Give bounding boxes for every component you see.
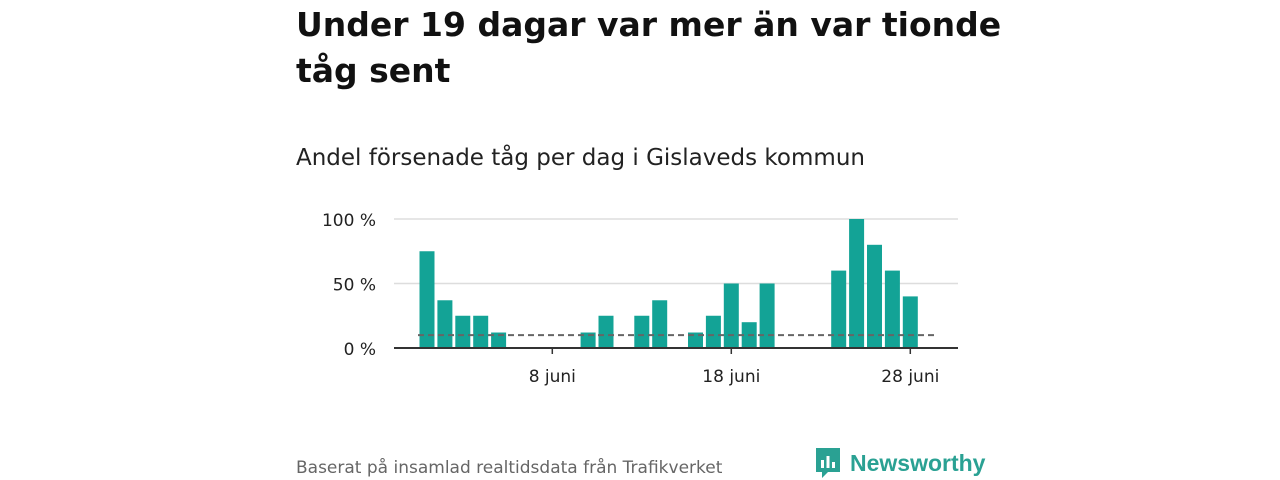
brand-name: Newsworthy (850, 449, 986, 476)
bar (419, 251, 435, 348)
bar (902, 296, 918, 348)
y-tick-label: 100 % (322, 211, 376, 231)
source-note: Baserat på insamlad realtidsdata från Tr… (296, 458, 723, 478)
x-tick-label: 18 juni (702, 367, 760, 387)
bar (437, 300, 453, 348)
bar (634, 315, 650, 348)
bar (455, 315, 471, 348)
chart-title: Under 19 dagar var mer än var tionde tåg… (296, 5, 1002, 90)
bar (849, 219, 865, 348)
newsworthy-logo: Newsworthy (814, 446, 985, 480)
bar (580, 332, 596, 348)
bar (884, 270, 900, 348)
bar-chart: 0 % 50 % 100 % 8 juni 18 juni 28 juni (322, 211, 958, 387)
y-tick-label: 0 % (344, 340, 376, 360)
chart-subtitle: Andel försenade tåg per dag i Gislaveds … (296, 145, 865, 171)
bar (831, 270, 847, 348)
bar (652, 300, 668, 348)
x-tick-label: 8 juni (529, 367, 576, 387)
bar (759, 283, 775, 348)
bar (705, 315, 721, 348)
bar (473, 315, 489, 348)
bar (598, 315, 614, 348)
bar (491, 332, 507, 348)
bar (867, 244, 882, 348)
x-tick-label: 28 juni (881, 367, 939, 387)
newsworthy-logo-icon (816, 448, 840, 478)
bar (723, 283, 739, 348)
bar (688, 332, 703, 348)
y-tick-label: 50 % (333, 276, 376, 296)
